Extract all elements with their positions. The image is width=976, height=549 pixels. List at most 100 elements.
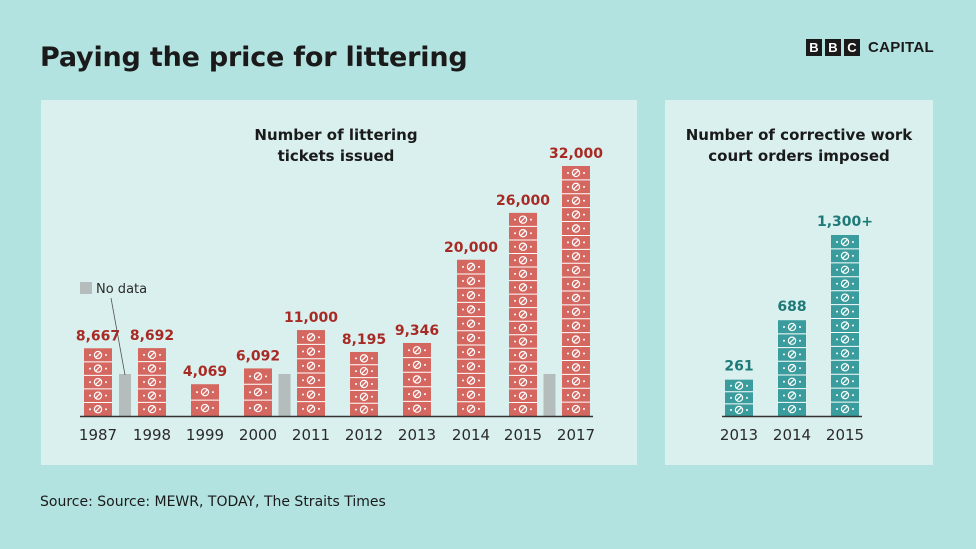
ticket-bar-icon-slash <box>467 391 475 398</box>
ticket-bar-icon-slash <box>572 336 580 343</box>
ticket-bar <box>509 212 537 416</box>
ticket-bar-icon-ring <box>466 404 476 414</box>
ticket-bar-icon-dot <box>583 171 585 174</box>
order-bar-icon-ring <box>734 381 744 390</box>
ticket-bar-icon-ring <box>518 256 528 265</box>
ticket-bar-icon-dot <box>583 394 585 397</box>
ticket-bar-icon-slash <box>413 376 421 383</box>
ticket-bar-icon-slash <box>467 292 475 299</box>
ticket-bar-icon-ring <box>571 377 581 386</box>
ticket-bar-icon-slash <box>519 230 527 237</box>
order-bar-icon-dot <box>799 326 801 329</box>
ticket-bar-icon-slash <box>467 349 475 356</box>
order-bar-icon-ring <box>787 391 797 400</box>
ticket-bar-icon-dot <box>567 380 569 383</box>
ticket-bar-icon-slash <box>572 281 580 288</box>
ticket-bar-icon-slash <box>94 406 102 413</box>
ticket-bar-icon-ring <box>518 323 528 333</box>
ticket-bar-icon-dot <box>567 241 569 244</box>
ticket-bar-icon-ring <box>571 321 581 330</box>
order-bar-icon-dot <box>783 367 785 370</box>
order-bar-icon-dot <box>746 384 748 387</box>
ticket-bar-icon-dot <box>302 336 304 339</box>
ticket-bar-icon-dot <box>478 280 480 283</box>
ticket-bar-icon-slash <box>307 362 315 369</box>
ticket-bar-icon-dot <box>514 340 516 343</box>
ticket-bar-icon-dot <box>478 351 480 354</box>
ticket-bar-icon-ring <box>571 182 581 192</box>
ticket-bar-icon-ring <box>253 388 263 397</box>
ticket-bar-icon-dot <box>530 354 532 357</box>
ticket-bar-icon-dot <box>530 326 532 329</box>
ticket-bar-icon-ring <box>518 215 528 224</box>
ticket-bar-icon-slash <box>519 338 527 345</box>
ticket-bar-icon-ring <box>306 361 316 371</box>
ticket-bar-icon-dot <box>371 357 373 360</box>
nodata-pointer-line <box>110 297 126 376</box>
ticket-bar-icon-slash <box>148 392 156 399</box>
ticket-bar-icon-slash <box>360 368 368 375</box>
ticket-bar-icon-ring <box>518 228 528 238</box>
order-bar-icon-ring <box>734 393 744 403</box>
chart1-title-line2: tickets issued <box>278 147 395 165</box>
order-bar-icon-slash <box>841 364 849 371</box>
ticket-bar <box>84 348 112 416</box>
order-bar-icon-ring <box>787 336 797 345</box>
order-bar-icon-dot <box>852 282 854 285</box>
order-bar-icon-dot <box>852 268 854 271</box>
ticket-bar-icon-dot <box>408 363 410 366</box>
order-bar-icon-slash <box>841 266 849 273</box>
ticket-bar-icon-ring <box>147 405 157 414</box>
order-bar-icon-slash <box>841 294 849 301</box>
order-bar-icon-ring <box>840 237 850 247</box>
ticket-value-label: 11,000 <box>284 310 338 326</box>
order-bar-icon-dot <box>746 396 748 399</box>
order-bar-icon-ring <box>840 293 850 302</box>
ticket-bar-icon-dot <box>371 370 373 373</box>
nodata-bar <box>119 374 131 416</box>
ticket-bar-icon-dot <box>478 336 480 339</box>
ticket-bar-icon-dot <box>355 395 357 398</box>
ticket-bar-icon-dot <box>302 350 304 353</box>
order-bar-icon-ring <box>840 279 850 288</box>
nodata-legend-label: No data <box>96 282 147 297</box>
chart2-title-line2: court orders imposed <box>708 147 889 165</box>
ticket-bar-icon-dot <box>583 408 585 411</box>
ticket-bar-icon-slash <box>519 406 527 413</box>
ticket-bar-icon-dot <box>249 407 251 410</box>
ticket-year-label: 1998 <box>133 426 171 444</box>
ticket-bar-icon-slash <box>519 257 527 264</box>
bbc-capital-logo: B B C CAPITAL <box>806 39 934 56</box>
ticket-bar-icon-ring <box>147 350 157 360</box>
ticket-value-label: 20,000 <box>444 240 498 256</box>
ticket-bar-icon-dot <box>355 408 357 411</box>
order-bar-icon-dot <box>836 394 838 397</box>
ticket-bar-icon-dot <box>530 218 532 221</box>
ticket-bar-icon-dot <box>514 218 516 221</box>
ticket-bar-icon-slash <box>467 320 475 327</box>
ticket-bar-icon-ring <box>359 366 369 376</box>
source-note: Source: Source: MEWR, TODAY, The Straits… <box>40 494 386 510</box>
ticket-bar-icon-dot <box>530 381 532 384</box>
ticket-bar-icon-slash <box>572 350 580 357</box>
order-bar-icon-ring <box>787 363 797 373</box>
ticket-bar-icon-dot <box>530 340 532 343</box>
ticket-bar-icon-ring <box>571 196 581 205</box>
ticket-bar-icon-ring <box>518 364 528 373</box>
ticket-bar-icon-slash <box>572 183 580 190</box>
ticket-bar-icon-dot <box>424 349 426 352</box>
ticket-bar <box>191 384 219 416</box>
ticket-bar-icon-ring <box>571 307 581 317</box>
nodata-bar <box>278 374 291 416</box>
ticket-year-label: 2011 <box>292 426 330 444</box>
order-bar-icon-slash <box>788 392 796 399</box>
ticket-bar-icon-ring <box>518 377 528 387</box>
ticket-bar-icon-dot <box>212 407 214 410</box>
ticket-bar-icon-slash <box>467 278 475 285</box>
ticket-bar-icon-dot <box>89 354 91 357</box>
ticket-bar-icon-slash <box>519 243 527 250</box>
ticket-value-label: 26,000 <box>496 193 550 209</box>
ticket-bar-icon-dot <box>462 365 464 368</box>
ticket-bar-icon-ring <box>306 333 316 342</box>
ticket-bar-icon-ring <box>359 405 369 414</box>
